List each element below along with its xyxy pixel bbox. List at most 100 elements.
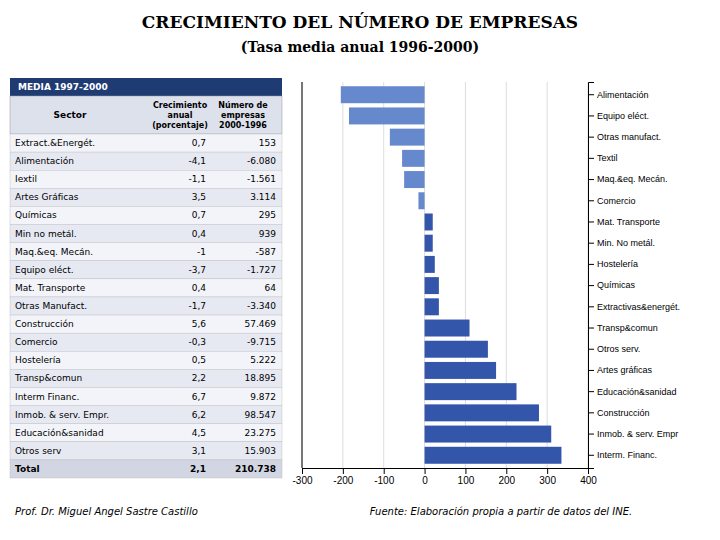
y-tick-mark [588, 137, 594, 138]
table-row [10, 279, 282, 297]
x-tick: 0 [422, 468, 428, 486]
bar [402, 150, 424, 167]
table-column-label: Crecimientoanual(porcentaje) [152, 101, 208, 130]
table-cell: 939 [259, 229, 276, 239]
y-tick-label: Min. No metál. [597, 238, 655, 248]
y-tick: Inmob. & serv. Empr [588, 429, 678, 439]
x-tick-mark [506, 468, 507, 474]
y-tick-mark [588, 412, 594, 413]
table-cell: 0,4 [192, 283, 207, 293]
y-tick-mark [588, 115, 594, 116]
annotation: Prof. Dr. Miguel Angel Sastre Castillo [15, 506, 198, 517]
x-tick-label: -200 [333, 475, 353, 486]
y-tick-label: Construcción [597, 408, 650, 418]
table-cell: 2,1 [190, 464, 206, 474]
y-axis-line [589, 83, 595, 469]
title: CRECIMIENTO DEL NÚMERO DE EMPRESAS [142, 12, 578, 32]
table-cell: -1,7 [188, 301, 206, 311]
y-tick: Comercio [588, 196, 636, 206]
table-cell: 5.222 [250, 355, 276, 365]
bar [418, 192, 424, 209]
table-cell: 0,4 [192, 229, 207, 239]
x-tick-label: -300 [292, 475, 312, 486]
table-cell: 0,7 [192, 210, 206, 220]
table-cell: 57.469 [245, 319, 277, 329]
bar [390, 129, 425, 146]
x-tick-label: 300 [539, 475, 556, 486]
table-cell: Total [15, 464, 40, 474]
bar [425, 320, 470, 337]
y-tick: Artes gráficas [588, 365, 653, 375]
table-cell: Mat. Transporte [15, 283, 86, 293]
bar [425, 277, 439, 294]
x-tick-label: 100 [458, 475, 475, 486]
x-tick-label: -100 [374, 475, 394, 486]
table-cell: 210.738 [235, 464, 276, 474]
y-tick: Otros serv. [588, 344, 640, 354]
y-tick: Min. No metál. [588, 238, 655, 248]
y-tick-label: Educación&sanidad [597, 387, 677, 397]
y-tick: Educación&sanidad [588, 387, 677, 397]
x-tick-mark [384, 468, 385, 474]
table-cell: 0,5 [192, 355, 206, 365]
bar [425, 426, 552, 443]
x-tick: 400 [580, 468, 597, 486]
table-cell: 5,6 [192, 319, 207, 329]
y-tick-mark [588, 455, 594, 456]
y-tick-label: Interm. Financ. [597, 450, 657, 460]
bar [425, 404, 539, 421]
table-cell: 4,5 [192, 428, 206, 438]
y-tick-label: Hostelería [597, 259, 638, 269]
table-cell: Extract.&Energét. [15, 138, 95, 148]
grid-line [383, 82, 384, 468]
table-cell: Educación&sanidad [15, 428, 104, 438]
y-tick-label: Otras manufact. [597, 132, 661, 142]
table-column-label-line: empresas [221, 111, 265, 120]
x-tick-label: 400 [580, 475, 597, 486]
table-row [10, 206, 282, 224]
subtitle: (Tasa media anual 1996-2000) [241, 39, 479, 55]
y-tick: Transp&comun [588, 323, 658, 333]
table-cell: Equipo eléct. [15, 265, 74, 275]
y-tick: Mat. Transporte [588, 217, 660, 227]
bar [425, 235, 433, 252]
y-tick: Equipo eléct. [588, 111, 649, 121]
grid-line [342, 82, 343, 468]
bar [349, 107, 425, 124]
table-row [10, 170, 282, 188]
table-cell: Otras Manufact. [15, 301, 87, 311]
table-row [10, 369, 282, 387]
table-cell: -3,7 [188, 265, 206, 275]
table-row [10, 424, 282, 442]
table-row [10, 243, 282, 261]
table-cell: -6.080 [247, 156, 276, 166]
table-cell: Iextil [15, 174, 37, 184]
y-tick: Alimentación [588, 90, 649, 100]
table-row [10, 442, 282, 460]
y-tick: Hostelería [588, 259, 638, 269]
bars [341, 86, 562, 464]
x-tick: 100 [458, 468, 475, 486]
x-tick: -200 [333, 468, 353, 486]
table-cell: -0,3 [188, 337, 206, 347]
y-tick-mark [588, 243, 594, 244]
table-cell: 98.547 [245, 410, 277, 420]
y-tick-label: Químicas [597, 280, 636, 290]
table-row [10, 460, 282, 478]
table-cell: -1,1 [188, 174, 206, 184]
y-tick-mark [588, 94, 594, 95]
x-tick-label: 200 [498, 475, 515, 486]
grid-line [302, 82, 303, 468]
table-cell: Artes Gráficas [15, 192, 79, 202]
y-tick-label: Alimentación [597, 90, 649, 100]
y-tick-label: Mat. Transporte [597, 217, 660, 227]
grid-line [547, 82, 548, 468]
table-cell: 2,2 [192, 373, 206, 383]
x-tick-label: 0 [422, 475, 428, 486]
table-cell: Construcción [15, 319, 74, 329]
table-cell: -3.340 [247, 301, 276, 311]
table-row [10, 297, 282, 315]
x-tick-mark [547, 468, 548, 474]
table-cell: Interm Financ. [15, 392, 79, 402]
table-row [10, 188, 282, 206]
